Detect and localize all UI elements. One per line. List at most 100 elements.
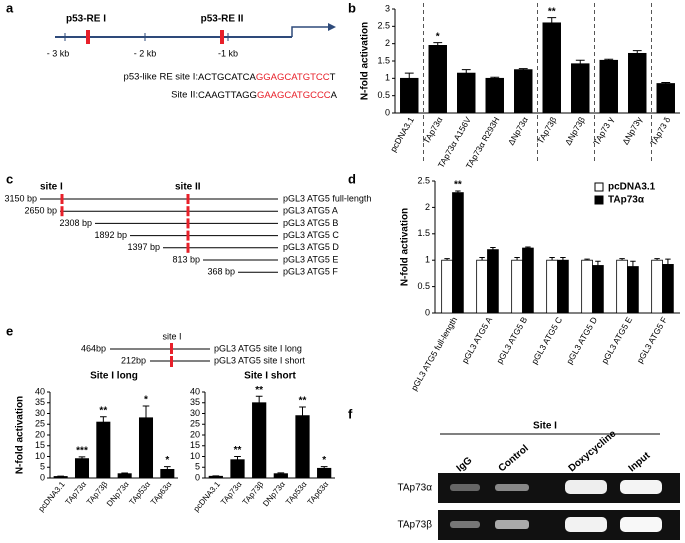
y-tick-label: 0	[195, 472, 200, 482]
band	[495, 520, 529, 529]
error-bar	[549, 257, 555, 261]
error-bar	[455, 190, 461, 193]
panel-label: a	[6, 0, 14, 15]
lane-label: Control	[497, 443, 531, 474]
site-mark	[170, 356, 173, 367]
seq-part: A	[331, 90, 338, 101]
bar	[485, 77, 504, 114]
construct-name: pGL3 ATG5 site I long	[214, 343, 302, 353]
x-tick-label: TAp63α	[149, 480, 174, 507]
error-bar	[595, 260, 601, 266]
construct-name: pGL3 ATG5 E	[283, 254, 338, 264]
site-construct-diagram: site I 464bp 212bp pGL3 ATG5 site I long…	[81, 331, 305, 367]
significance: **	[299, 396, 307, 407]
x-tick-label: pGL3 ATG5 B	[494, 315, 529, 366]
band	[620, 517, 662, 532]
error-bar	[444, 258, 450, 261]
error-bar	[547, 17, 557, 23]
bar	[571, 63, 590, 114]
y-tick-label: 25	[35, 419, 45, 429]
x-tick-label: pcDNA3.1	[388, 115, 416, 154]
site-mark	[86, 30, 90, 44]
error-bar	[575, 59, 585, 64]
lane-label: IgG	[455, 455, 475, 474]
bar	[522, 247, 534, 314]
significance: *	[322, 455, 326, 466]
bar	[514, 69, 533, 114]
error-bar	[518, 68, 528, 70]
error-bar	[661, 81, 671, 84]
sequence-label: p53-like RE site I:	[124, 72, 198, 83]
bar	[96, 421, 111, 479]
error-bar	[619, 258, 625, 261]
significance: **	[548, 6, 556, 17]
panel-label: d	[348, 171, 356, 186]
x-tick-label: pGL3 ATG5 D	[564, 315, 599, 366]
bar	[599, 59, 618, 114]
significance: *	[165, 455, 169, 466]
lane-label: Doxycycline	[567, 428, 619, 474]
band	[495, 484, 529, 491]
panel-label: b	[348, 0, 356, 15]
legend-swatch	[594, 182, 604, 192]
y-tick-label: 2	[425, 202, 430, 212]
length-label: 368 bp	[207, 267, 235, 277]
legend-label: pcDNA3.1	[608, 182, 656, 193]
site-mark	[186, 230, 190, 241]
error-bar	[121, 472, 128, 474]
length-label: 3150 bp	[4, 193, 37, 203]
error-bar	[479, 257, 485, 261]
error-bar	[142, 405, 150, 418]
panel-label: f	[348, 406, 353, 421]
construct-diagram: site I site II	[40, 182, 201, 193]
x-tick-label: TAp53α	[284, 480, 309, 507]
x-tick-label: TAp73α	[421, 115, 444, 145]
construct-name: pGL3 ATG5 C	[283, 230, 339, 240]
error-bar	[164, 466, 171, 470]
error-bar	[433, 42, 443, 46]
x-tick-label: ΔNp73γ	[620, 114, 644, 146]
row-label: TAp73β	[398, 520, 433, 531]
x-tick-label: TAp73β	[535, 115, 558, 145]
panel-label: e	[6, 323, 13, 338]
y-tick-label: 3	[385, 3, 390, 13]
band	[450, 484, 480, 491]
x-tick-label: pGL3 ATG5 full-length	[409, 315, 460, 393]
site-mark	[186, 194, 190, 204]
construct-name: pGL3 ATG5 D	[283, 242, 339, 252]
bar	[452, 192, 464, 314]
bar	[542, 22, 561, 114]
site-label: site I	[162, 331, 181, 341]
bar	[138, 417, 154, 479]
error-bar	[525, 246, 531, 249]
error-bar	[255, 395, 263, 403]
significance: **	[454, 180, 462, 191]
band	[450, 521, 480, 528]
sequence-label: Site II:	[171, 90, 198, 101]
band	[620, 480, 662, 494]
band	[565, 480, 607, 494]
significance: **	[255, 385, 263, 396]
y-tick-label: 5	[195, 462, 200, 472]
y-tick-label: 30	[190, 408, 200, 418]
x-tick-label: pGL3 ATG5 C	[529, 315, 564, 366]
seq-part: T	[330, 72, 336, 83]
bar	[511, 259, 523, 314]
site-mark	[60, 194, 64, 204]
site-mark	[186, 242, 190, 253]
x-tick-label: pcDNA3.1	[192, 479, 223, 513]
bar	[662, 264, 674, 314]
x-tick-label: pGL3 ATG5 A	[460, 315, 495, 365]
seq-part: ACTGCATCA	[198, 72, 257, 83]
x-tick-label: ΔNp73α	[506, 115, 530, 147]
y-tick-label: 1	[425, 255, 430, 265]
y-tick-label: 0.5	[377, 90, 390, 100]
y-tick-label: 1.5	[417, 228, 430, 238]
site-mark	[170, 343, 173, 354]
error-bar	[490, 76, 500, 79]
error-bar	[234, 456, 241, 460]
bar	[400, 77, 419, 114]
significance: ***	[76, 446, 88, 457]
band	[565, 517, 607, 532]
y-tick-label: 1	[385, 73, 390, 83]
